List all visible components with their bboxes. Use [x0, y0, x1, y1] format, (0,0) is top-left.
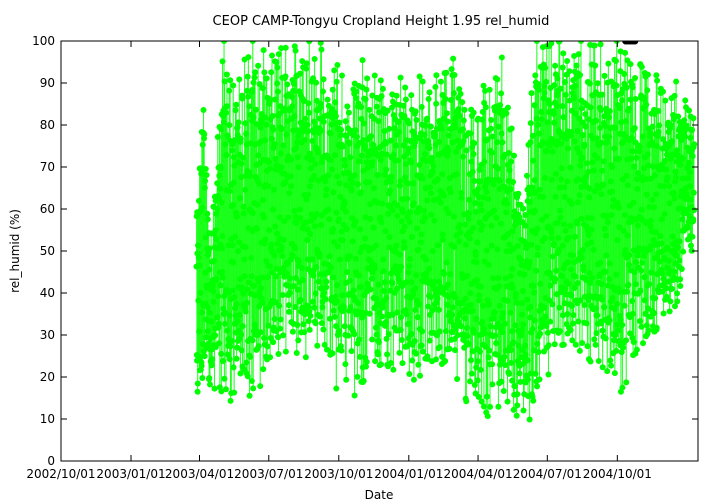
chart-title: CEOP CAMP-Tongyu Cropland Height 1.95 re…: [213, 14, 550, 29]
data-layer: [193, 41, 698, 423]
plot-area: [193, 41, 698, 423]
series-0: [193, 41, 698, 423]
